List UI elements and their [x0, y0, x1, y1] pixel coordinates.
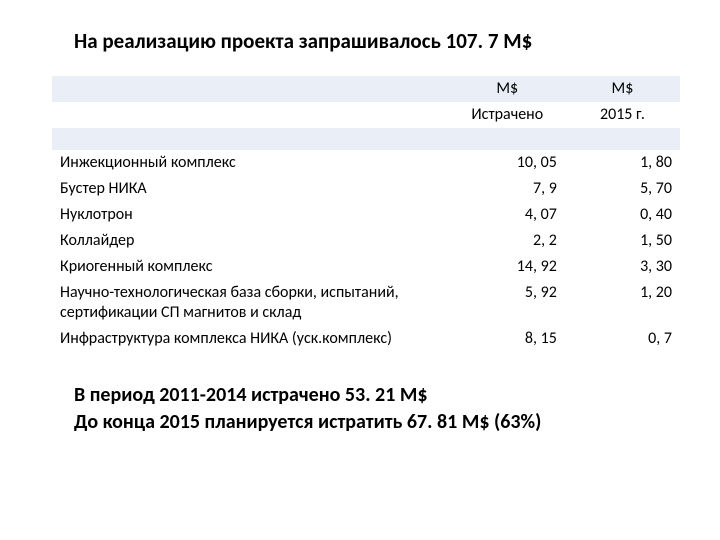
header-col2-label: 2015 г. [565, 102, 680, 128]
table-row: Инжекционный комплекс 10, 05 1, 80 [52, 150, 680, 176]
row-val-2: 1, 50 [565, 228, 680, 254]
row-label: Нуклотрон [52, 202, 450, 228]
budget-table: M$ M$ Истрачено 2015 г. Инжекционный ком… [52, 76, 680, 352]
row-val-2: 1, 80 [565, 150, 680, 176]
table-row: Коллайдер 2, 2 1, 50 [52, 228, 680, 254]
row-label: Инжекционный комплекс [52, 150, 450, 176]
row-val-1: 4, 07 [450, 202, 565, 228]
header-col1-unit: M$ [450, 76, 565, 102]
row-val-2: 5, 70 [565, 176, 680, 202]
row-val-2: 3, 30 [565, 254, 680, 280]
table-row: Криогенный комплекс 14, 92 3, 30 [52, 254, 680, 280]
table-spacer-row [52, 128, 680, 150]
header-blank-1 [52, 76, 450, 102]
row-label: Коллайдер [52, 228, 450, 254]
row-val-1: 5, 92 [450, 280, 565, 326]
row-label: Криогенный комплекс [52, 254, 450, 280]
header-blank-2 [52, 102, 450, 128]
page-title: На реализацию проекта запрашивалось 107.… [52, 28, 680, 54]
row-val-1: 10, 05 [450, 150, 565, 176]
row-val-1: 14, 92 [450, 254, 565, 280]
row-label: Инфраструктура комплекса НИКА (уск.компл… [52, 326, 450, 352]
row-val-2: 1, 20 [565, 280, 680, 326]
header-col2-unit: M$ [565, 76, 680, 102]
row-label: Научно-технологическая база сборки, испы… [52, 280, 450, 326]
table-header-row-1: M$ M$ [52, 76, 680, 102]
row-val-1: 7, 9 [450, 176, 565, 202]
footer-block: В период 2011-2014 истрачено 53. 21 M$ Д… [52, 382, 680, 436]
header-col1-label: Истрачено [450, 102, 565, 128]
table-row: Научно-технологическая база сборки, испы… [52, 280, 680, 326]
footer-line-2: До конца 2015 планируется истратить 67. … [74, 409, 680, 436]
row-val-2: 0, 40 [565, 202, 680, 228]
row-val-1: 2, 2 [450, 228, 565, 254]
table-row: Инфраструктура комплекса НИКА (уск.компл… [52, 326, 680, 352]
row-val-2: 0, 7 [565, 326, 680, 352]
row-label: Бустер НИКА [52, 176, 450, 202]
table-header-row-2: Истрачено 2015 г. [52, 102, 680, 128]
footer-line-1: В период 2011-2014 истрачено 53. 21 M$ [74, 382, 680, 409]
table-row: Нуклотрон 4, 07 0, 40 [52, 202, 680, 228]
table-row: Бустер НИКА 7, 9 5, 70 [52, 176, 680, 202]
row-val-1: 8, 15 [450, 326, 565, 352]
